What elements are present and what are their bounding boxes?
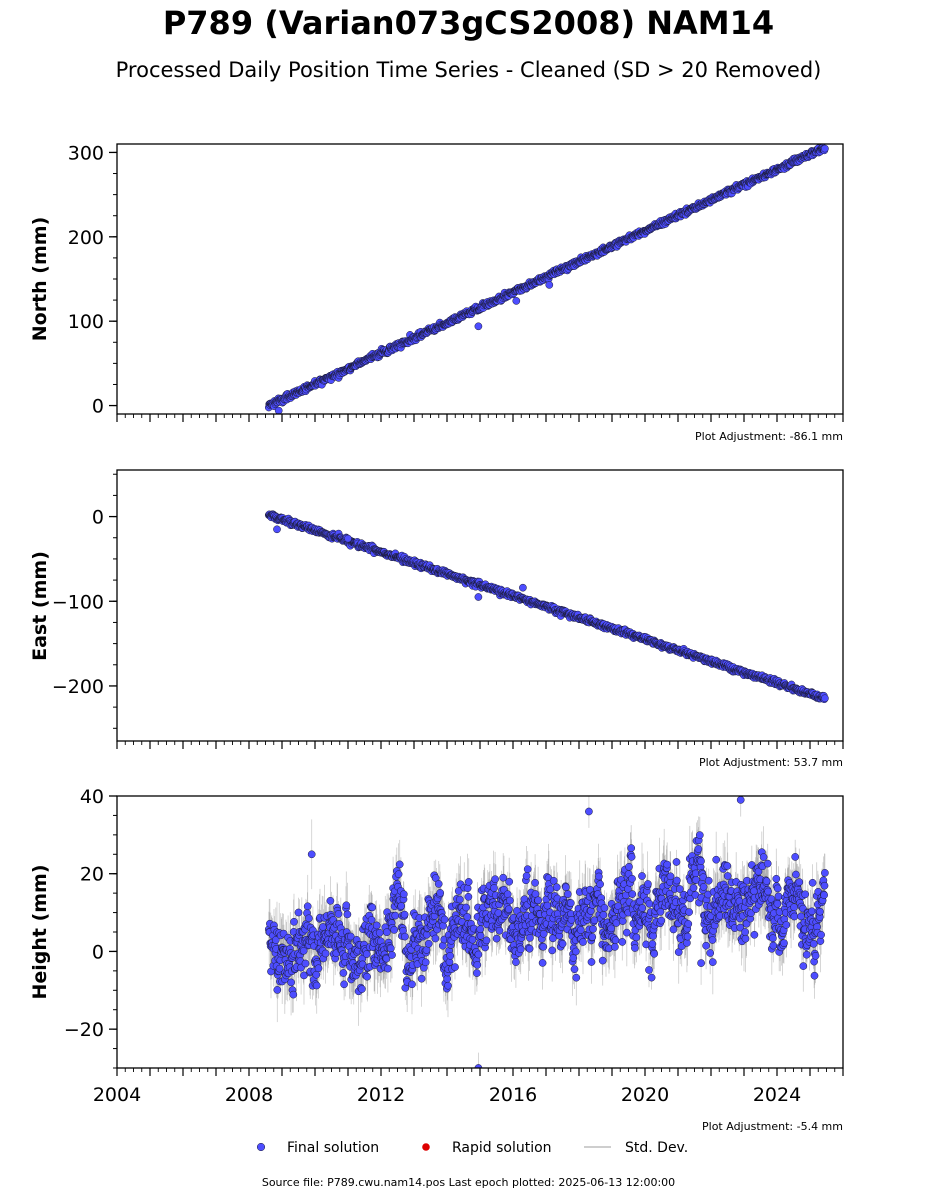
east-final-solution-points (265, 511, 828, 703)
north-plot-adjustment: Plot Adjustment: -86.1 mm (695, 430, 843, 443)
east-plot-adjustment: Plot Adjustment: 53.7 mm (699, 756, 843, 769)
north-y-axis-title: North (mm) (29, 217, 51, 342)
east-data (265, 511, 828, 703)
north-data (265, 144, 828, 414)
north-final-solution-points (265, 144, 828, 414)
east-frame (117, 470, 843, 741)
height-data (265, 783, 828, 1083)
final-solution-point (519, 584, 526, 591)
final-solution-point (273, 526, 280, 533)
y-tick-label: 100 (68, 311, 104, 333)
north-x-axis (117, 414, 843, 422)
final-solution-point (546, 281, 553, 288)
final-solution-point (344, 535, 351, 542)
final-solution-point (475, 593, 482, 600)
y-tick-label: 0 (92, 396, 104, 418)
y-tick-label: 200 (68, 227, 104, 249)
final-solution-point (821, 695, 828, 702)
time-series-figure: 0 100 200 300 North (mm) Plot Adjustment: -86… (0, 0, 937, 1200)
y-tick-label: 300 (68, 142, 104, 164)
north-y-axis: 0 100 200 300 (68, 142, 117, 417)
y-tick-label: −200 (52, 676, 104, 698)
final-solution-point (475, 323, 482, 330)
east-x-axis (117, 741, 843, 749)
y-tick-label: 0 (92, 507, 104, 529)
final-solution-point (821, 145, 828, 152)
east-y-axis-title: East (mm) (29, 551, 51, 661)
east-y-axis: 0 −100 −200 (52, 474, 117, 728)
panel-north: 0 100 200 300 North (mm) Plot Adjustment: -86… (29, 142, 843, 443)
y-tick-label: −100 (52, 591, 104, 613)
final-solution-point (275, 407, 282, 414)
final-solution-point (513, 297, 520, 304)
